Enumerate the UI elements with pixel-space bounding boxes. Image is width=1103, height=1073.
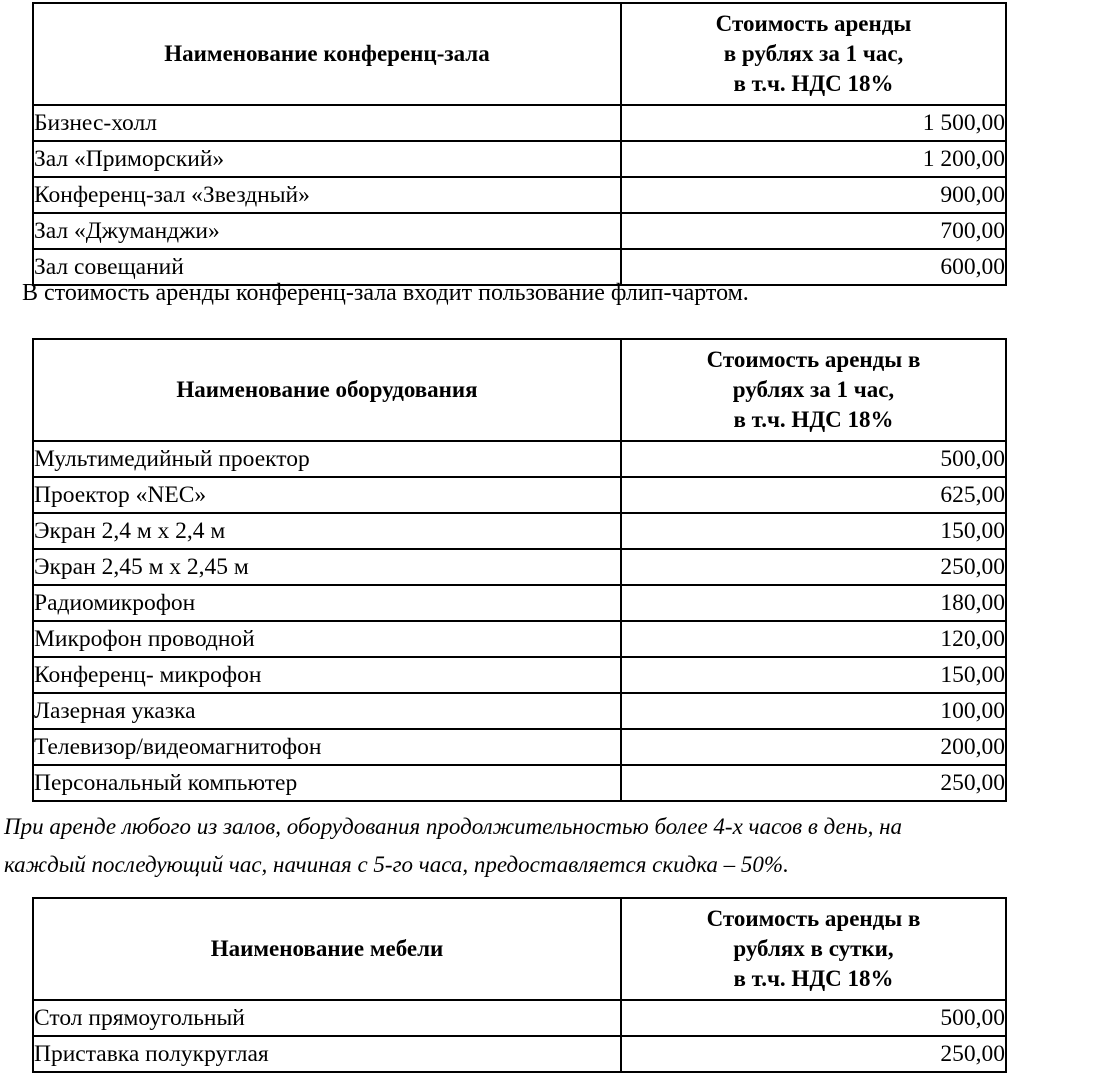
header-price-line-2: рублях в сутки,: [733, 936, 894, 961]
table-row: Микрофон проводной 120,00: [32, 620, 1007, 658]
equipment-name: Радиомикрофон: [32, 584, 622, 622]
discount-note-line-1: При аренде любого из залов, оборудования…: [4, 814, 903, 839]
equipment-name: Проектор «NEC»: [32, 476, 622, 514]
equipment-column-header-name: Наименование оборудования: [32, 338, 622, 442]
furniture-name: Приставка полукруглая: [32, 1035, 622, 1073]
hall-price: 700,00: [620, 212, 1007, 250]
equipment-name: Лазерная указка: [32, 692, 622, 730]
table-row: Бизнес-холл 1 500,00: [32, 104, 1007, 142]
hall-price: 1 500,00: [620, 104, 1007, 142]
header-price-line-2: в рублях за 1 час,: [723, 41, 904, 66]
table-row: Проектор «NEC» 625,00: [32, 476, 1007, 514]
table-row: Радиомикрофон 180,00: [32, 584, 1007, 622]
header-price-line-1: Стоимость аренды в: [706, 906, 921, 931]
header-price-line-3: в т.ч. НДС 18%: [733, 966, 894, 991]
header-price-line-3: в т.ч. НДС 18%: [733, 71, 894, 96]
header-price-line-1: Стоимость аренды в: [706, 347, 921, 372]
furniture-price: 250,00: [620, 1035, 1007, 1073]
discount-note: При аренде любого из залов, оборудования…: [4, 808, 1094, 884]
halls-column-header-name: Наименование конференц-зала: [32, 2, 622, 106]
equipment-name: Экран 2,4 м х 2,4 м: [32, 512, 622, 550]
hall-name: Зал совещаний: [32, 248, 622, 286]
table-row: Телевизор/видеомагнитофон 200,00: [32, 728, 1007, 766]
halls-price-table: Наименование конференц-зала Стоимость ар…: [32, 2, 1007, 286]
header-price-line-3: в т.ч. НДС 18%: [733, 407, 894, 432]
table-row: Зал совещаний 600,00: [32, 248, 1007, 286]
flipchart-note: В стоимость аренды конференц-зала входит…: [22, 280, 749, 306]
hall-name: Конференц-зал «Звездный»: [32, 176, 622, 214]
furniture-price-table: Наименование мебели Стоимость аренды в р…: [32, 897, 1007, 1073]
table-header-row: Наименование конференц-зала Стоимость ар…: [32, 2, 1007, 106]
table-row: Мультимедийный проектор 500,00: [32, 440, 1007, 478]
table-header-row: Наименование оборудования Стоимость арен…: [32, 338, 1007, 442]
equipment-price: 200,00: [620, 728, 1007, 766]
equipment-name: Телевизор/видеомагнитофон: [32, 728, 622, 766]
hall-name: Зал «Приморский»: [32, 140, 622, 178]
table-row: Зал «Приморский» 1 200,00: [32, 140, 1007, 178]
equipment-price: 150,00: [620, 656, 1007, 694]
furniture-column-header-name: Наименование мебели: [32, 897, 622, 1001]
header-price-line-1: Стоимость аренды: [715, 11, 912, 36]
table-row: Экран 2,4 м х 2,4 м 150,00: [32, 512, 1007, 550]
equipment-price: 625,00: [620, 476, 1007, 514]
equipment-name: Конференц- микрофон: [32, 656, 622, 694]
equipment-name: Мультимедийный проектор: [32, 440, 622, 478]
equipment-price: 100,00: [620, 692, 1007, 730]
equipment-price-table: Наименование оборудования Стоимость арен…: [32, 338, 1007, 802]
furniture-price: 500,00: [620, 999, 1007, 1037]
discount-note-line-2: каждый последующий час, начиная с 5-го ч…: [4, 852, 789, 877]
halls-column-header-price: Стоимость аренды в рублях за 1 час, в т.…: [620, 2, 1007, 106]
equipment-column-header-price: Стоимость аренды в рублях за 1 час, в т.…: [620, 338, 1007, 442]
table-row: Приставка полукруглая 250,00: [32, 1035, 1007, 1073]
table-header-row: Наименование мебели Стоимость аренды в р…: [32, 897, 1007, 1001]
equipment-price: 500,00: [620, 440, 1007, 478]
equipment-name: Микрофон проводной: [32, 620, 622, 658]
table-row: Экран 2,45 м х 2,45 м 250,00: [32, 548, 1007, 586]
equipment-price: 150,00: [620, 512, 1007, 550]
hall-name: Зал «Джуманджи»: [32, 212, 622, 250]
table-row: Зал «Джуманджи» 700,00: [32, 212, 1007, 250]
furniture-column-header-price: Стоимость аренды в рублях в сутки, в т.ч…: [620, 897, 1007, 1001]
hall-price: 600,00: [620, 248, 1007, 286]
equipment-price: 250,00: [620, 548, 1007, 586]
equipment-name: Персональный компьютер: [32, 764, 622, 802]
table-row: Конференц- микрофон 150,00: [32, 656, 1007, 694]
hall-name: Бизнес-холл: [32, 104, 622, 142]
table-row: Конференц-зал «Звездный» 900,00: [32, 176, 1007, 214]
table-row: Персональный компьютер 250,00: [32, 764, 1007, 802]
table-row: Лазерная указка 100,00: [32, 692, 1007, 730]
equipment-price: 180,00: [620, 584, 1007, 622]
header-price-line-2: рублях за 1 час,: [732, 377, 895, 402]
furniture-name: Стол прямоугольный: [32, 999, 622, 1037]
equipment-price: 250,00: [620, 764, 1007, 802]
hall-price: 1 200,00: [620, 140, 1007, 178]
table-row: Стол прямоугольный 500,00: [32, 999, 1007, 1037]
equipment-price: 120,00: [620, 620, 1007, 658]
hall-price: 900,00: [620, 176, 1007, 214]
equipment-name: Экран 2,45 м х 2,45 м: [32, 548, 622, 586]
